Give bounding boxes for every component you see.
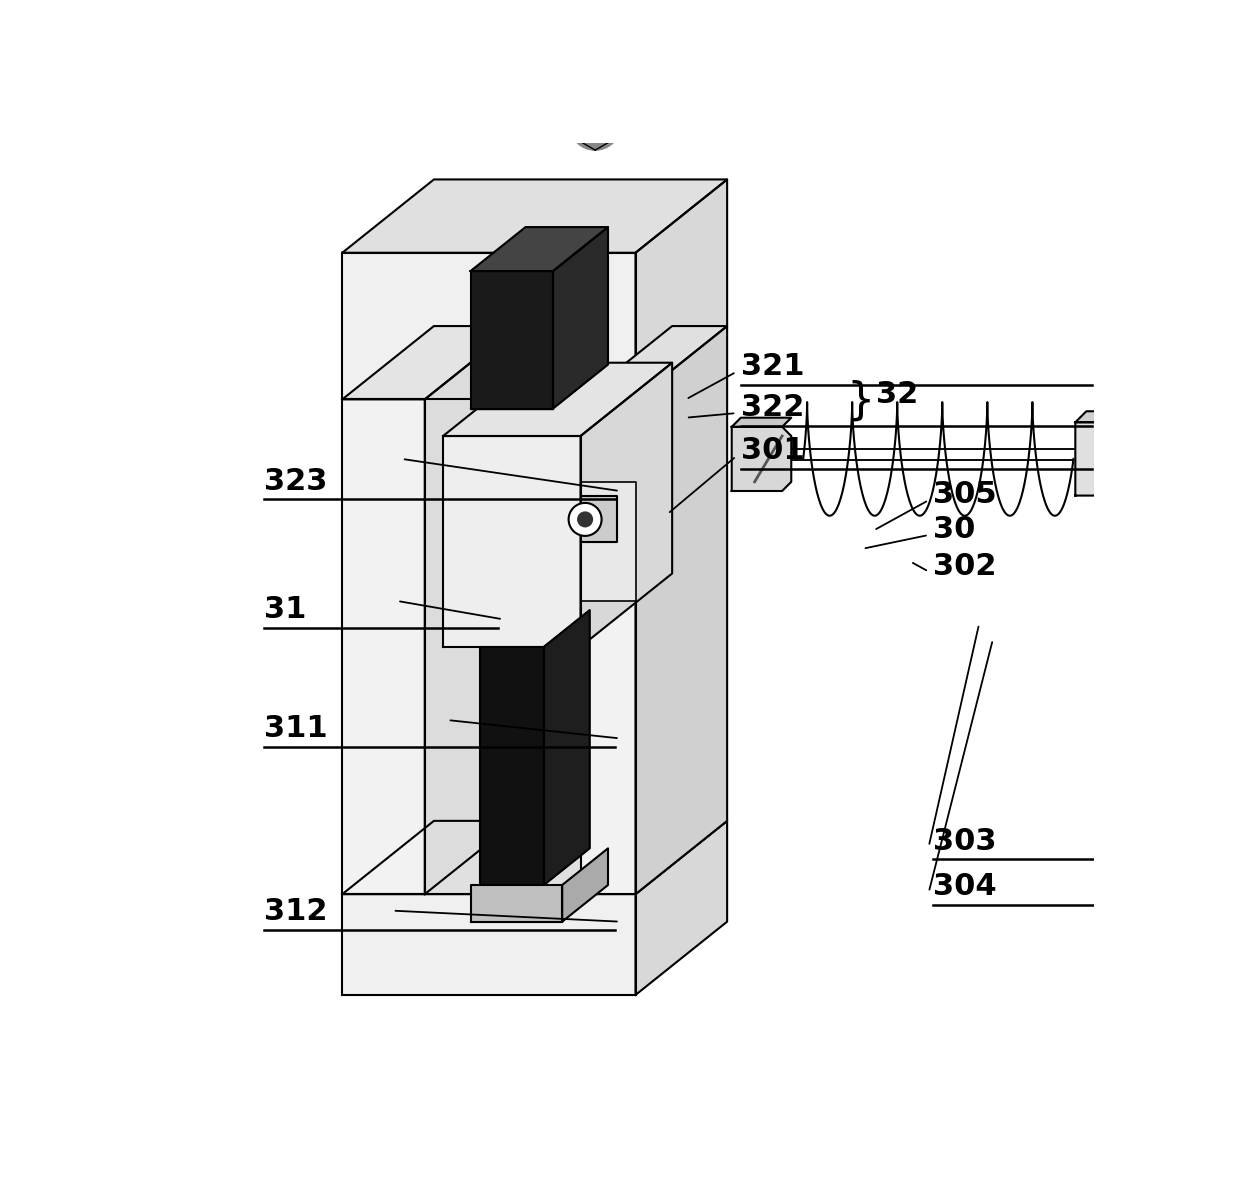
Polygon shape <box>443 363 672 436</box>
Polygon shape <box>342 180 727 252</box>
Text: 305: 305 <box>934 481 997 509</box>
Polygon shape <box>1140 450 1240 502</box>
Text: 32: 32 <box>875 380 918 408</box>
Polygon shape <box>342 894 635 995</box>
Polygon shape <box>342 400 425 894</box>
Polygon shape <box>580 363 672 647</box>
Polygon shape <box>544 610 590 885</box>
Polygon shape <box>342 821 727 894</box>
Polygon shape <box>425 326 516 894</box>
Circle shape <box>569 503 601 536</box>
Polygon shape <box>443 436 580 647</box>
Text: 303: 303 <box>934 827 997 856</box>
Polygon shape <box>342 326 516 400</box>
Text: 321: 321 <box>740 352 805 381</box>
Polygon shape <box>1075 412 1141 422</box>
Text: 31: 31 <box>264 595 306 624</box>
Polygon shape <box>580 482 635 601</box>
Polygon shape <box>635 180 727 400</box>
Polygon shape <box>580 496 618 543</box>
Text: 302: 302 <box>934 552 997 581</box>
Polygon shape <box>580 400 635 894</box>
Polygon shape <box>732 418 791 427</box>
Polygon shape <box>342 252 635 400</box>
Text: }: } <box>846 380 874 422</box>
Circle shape <box>584 113 606 136</box>
Text: 311: 311 <box>264 714 329 743</box>
Polygon shape <box>635 326 727 894</box>
Polygon shape <box>470 271 553 408</box>
Polygon shape <box>732 427 791 491</box>
Polygon shape <box>553 227 608 408</box>
Polygon shape <box>1075 422 1145 495</box>
Polygon shape <box>470 227 608 271</box>
Text: 322: 322 <box>740 393 805 422</box>
Polygon shape <box>562 848 608 921</box>
Text: 30: 30 <box>934 515 976 544</box>
Text: 312: 312 <box>264 897 327 926</box>
Polygon shape <box>470 885 562 921</box>
Circle shape <box>578 512 593 527</box>
Text: 304: 304 <box>934 872 997 902</box>
Circle shape <box>1213 481 1235 503</box>
Polygon shape <box>635 821 727 995</box>
Text: 301: 301 <box>740 437 805 465</box>
Polygon shape <box>1140 432 1240 484</box>
Text: 323: 323 <box>264 466 327 495</box>
Polygon shape <box>580 326 727 400</box>
Circle shape <box>569 99 621 150</box>
Polygon shape <box>480 647 544 885</box>
Polygon shape <box>1140 471 1240 524</box>
